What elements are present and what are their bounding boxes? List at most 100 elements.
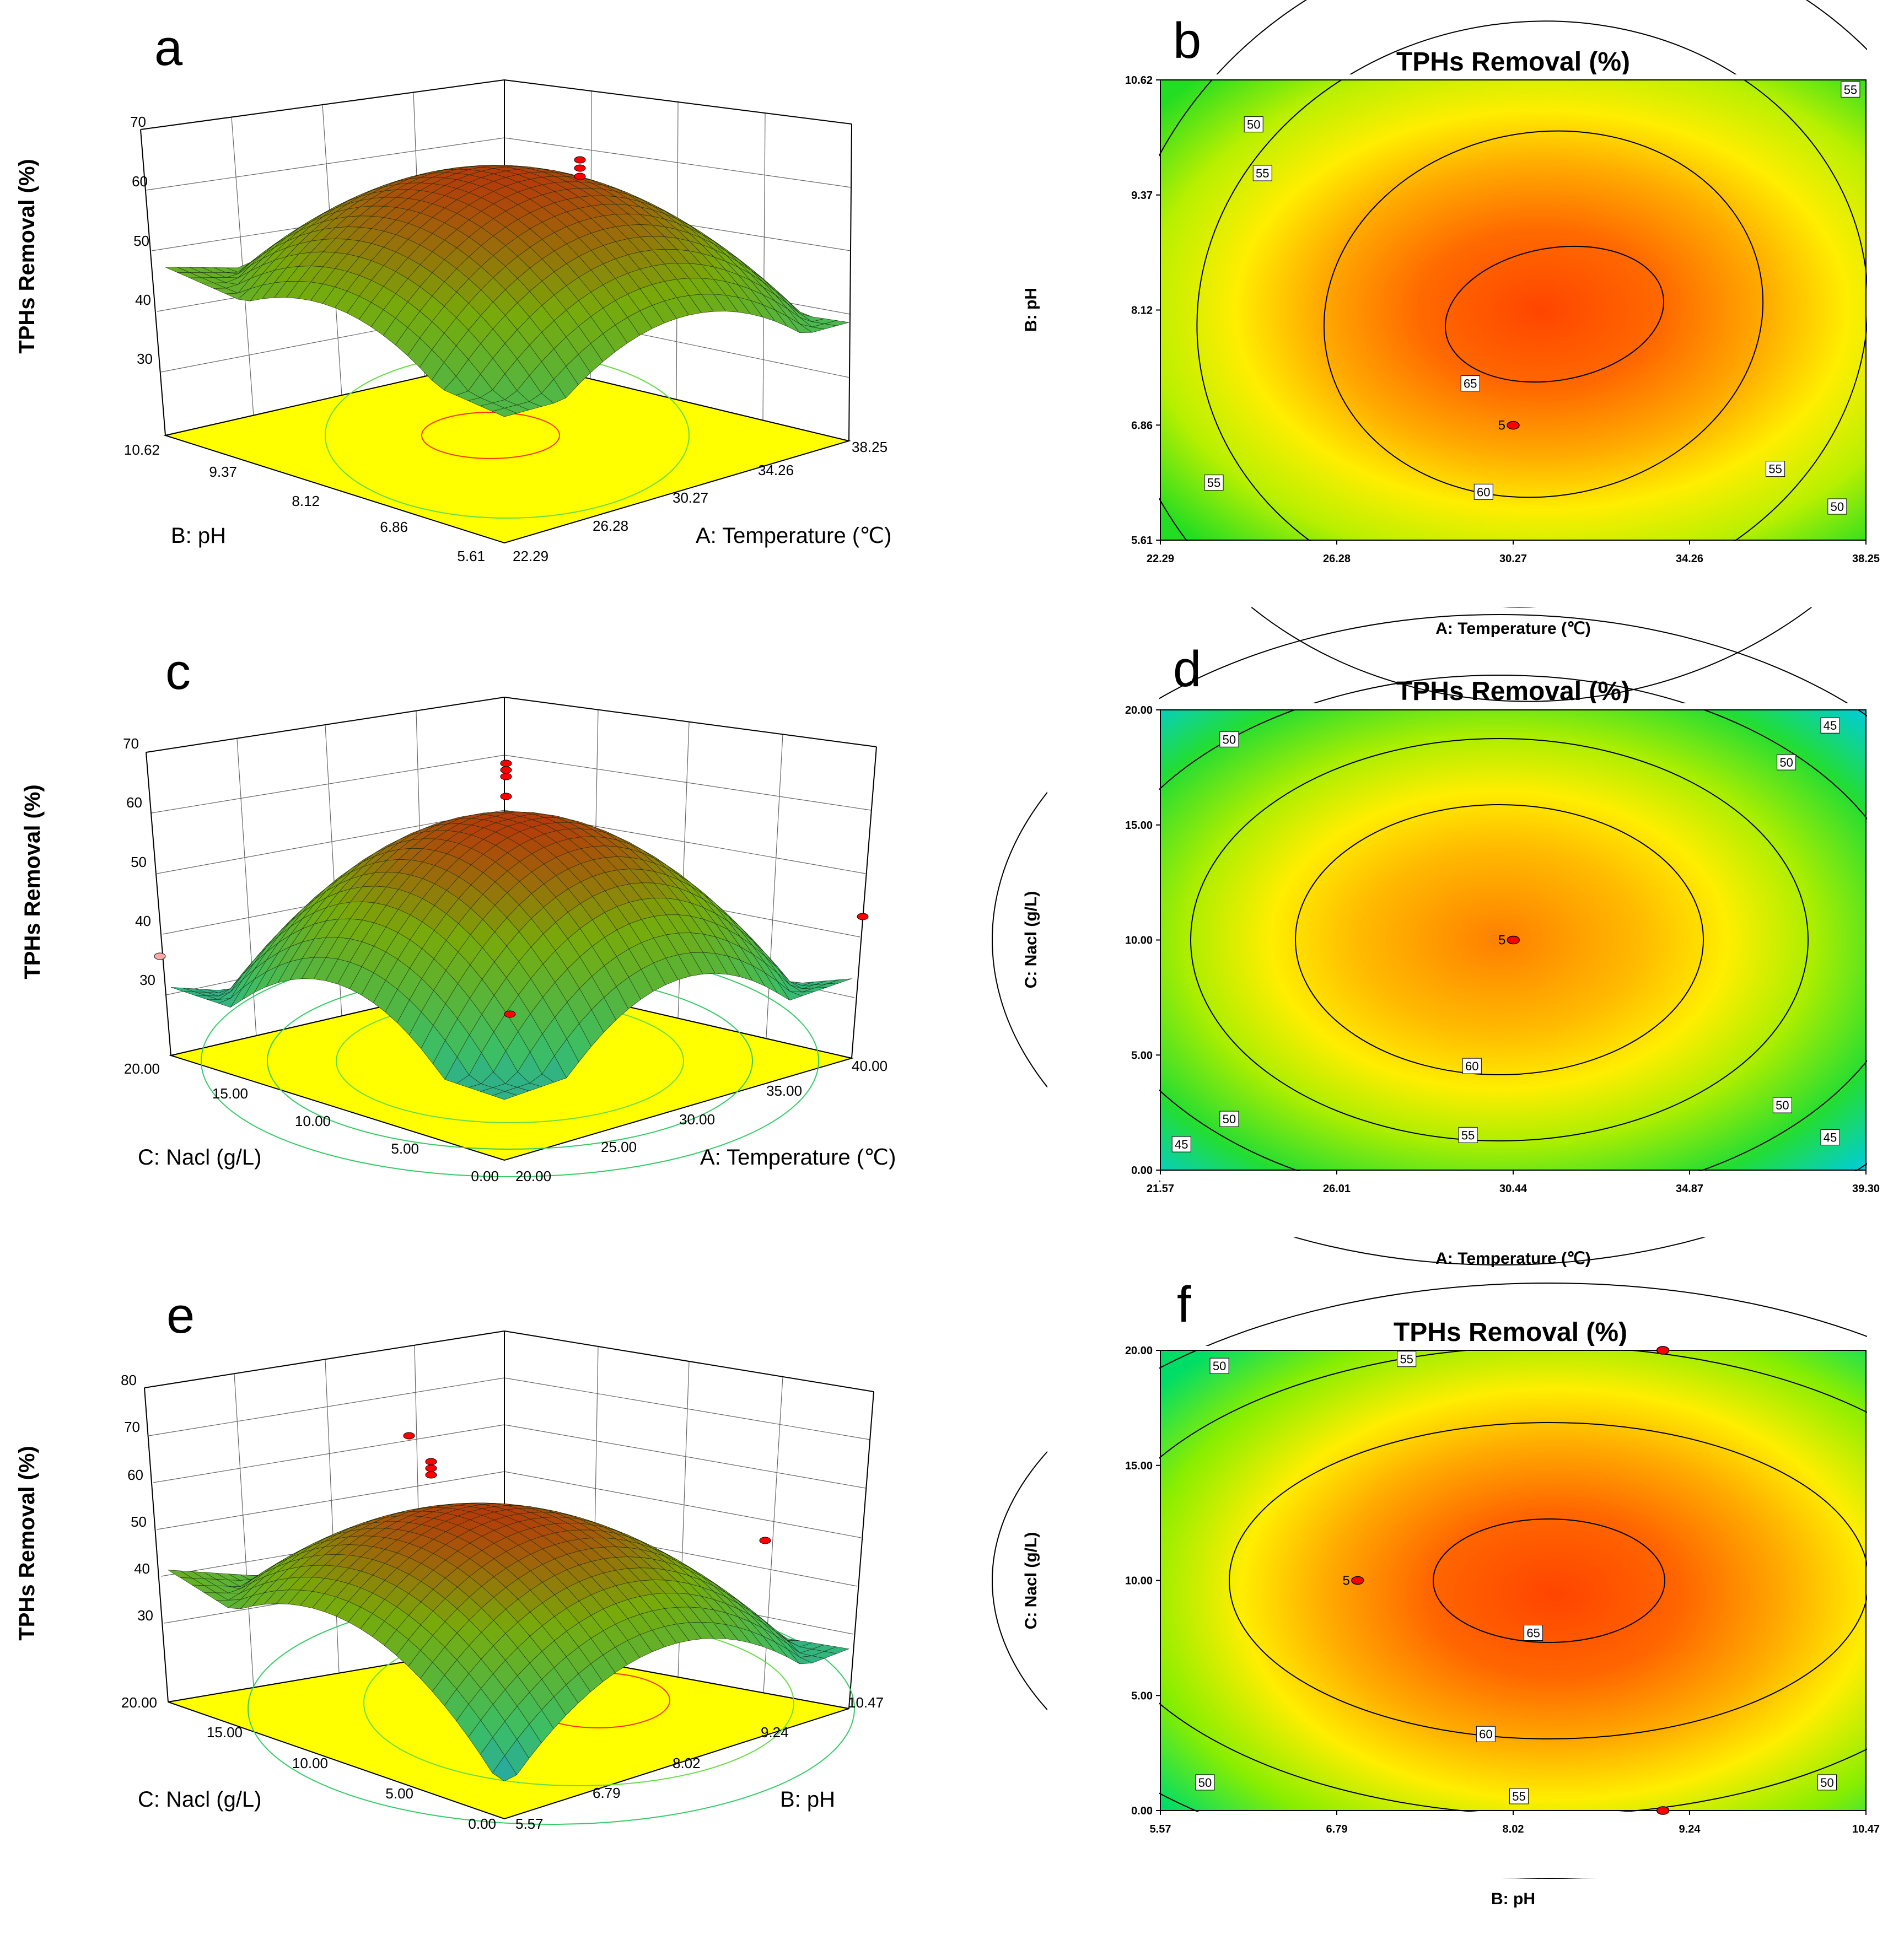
contour-65 [1433, 1518, 1665, 1643]
chart-title: TPHs Removal (%) [1396, 677, 1630, 706]
mask-bottom [1160, 541, 1877, 607]
contour-label-box [1827, 498, 1847, 515]
contour-labels-b: 50 55 55 65 60 55 55 50 [1204, 81, 1860, 515]
design-point [1507, 935, 1520, 945]
design-point [500, 759, 512, 767]
contour-label: 55 [1461, 1128, 1475, 1142]
design-point [154, 952, 166, 960]
y-tick-label: 5.00 [1131, 1690, 1153, 1702]
tick-labels: 5.57 6.79 8.02 9.24 10.47 0.00 5.00 10.00 15.00 2… [1125, 1345, 1880, 1835]
contour-label: 50 [1779, 756, 1793, 769]
design-point [1507, 421, 1520, 430]
y-tick-label: 6.86 [1131, 419, 1153, 432]
contour-label: 50 [1198, 1776, 1212, 1790]
design-point [425, 1458, 437, 1466]
surface-cell [492, 1755, 517, 1781]
x-tick-label: 34.87 [1676, 1183, 1703, 1195]
y-tick: 0.00 [471, 1168, 499, 1184]
contour-label: 50 [1831, 500, 1844, 514]
design-points-f: 5 [1343, 1346, 1670, 1815]
x-axis-label: A: Temperature (℃) [696, 524, 891, 548]
design-point [425, 1464, 437, 1472]
y-tick: 15.00 [207, 1724, 243, 1741]
panel-c: c [20, 644, 896, 1184]
contour-label-box [1460, 375, 1480, 392]
contour-label-box [1219, 731, 1239, 747]
contour-labels-d: 50 45 50 60 50 55 50 45 45 [1171, 717, 1840, 1152]
contour-label-box [1772, 1097, 1792, 1113]
mask-left [1047, 606, 1159, 1240]
contour-label: 60 [1477, 485, 1490, 499]
contour-label-box [1462, 1058, 1482, 1074]
contour-label-box [1252, 165, 1272, 181]
y-axis-label: C: Nacl (g/L) [1022, 1532, 1040, 1630]
y-tick-label: 0.00 [1131, 1805, 1153, 1817]
contour-label: 65 [1464, 377, 1477, 391]
contour-label: 45 [1175, 1138, 1188, 1151]
z-tick: 50 [131, 1513, 147, 1530]
y-axis-label: B: pH [171, 524, 226, 548]
contour-label: 50 [1223, 732, 1236, 746]
z-tick: 70 [123, 735, 139, 752]
y-tick-label: 5.61 [1131, 535, 1153, 547]
contour-label-box [1509, 1788, 1529, 1804]
design-point-count: 5 [1343, 1574, 1350, 1588]
contour-label-box [1204, 475, 1224, 491]
mask-right [1867, 606, 1904, 1240]
x-tick-label: 26.01 [1323, 1183, 1351, 1195]
x-tick-label: 38.25 [1852, 553, 1880, 565]
y-tick: 20.00 [121, 1694, 157, 1711]
y-axis-label: C: Nacl (g/L) [1022, 891, 1040, 989]
mask-top [1160, 1346, 1877, 1350]
design-point [857, 913, 869, 920]
mask-right [1867, 0, 1904, 606]
x-axis-label: A: Temperature (℃) [1435, 619, 1591, 638]
y-tick: 5.00 [385, 1785, 413, 1802]
contour-label-box [1766, 461, 1785, 477]
x-tick: 25.00 [601, 1139, 637, 1155]
x-tick: 8.02 [673, 1755, 701, 1771]
x-axis-label: B: pH [780, 1787, 835, 1812]
contour-label: 45 [1824, 719, 1837, 732]
y-tick-label: 15.00 [1125, 1460, 1153, 1472]
y-tick: 15.00 [212, 1085, 248, 1102]
y-tick-label: 0.00 [1131, 1165, 1153, 1177]
z-tick: 40 [135, 913, 151, 929]
z-axis-label: TPHs Removal (%) [15, 159, 39, 353]
contour-45 [992, 614, 1904, 1265]
x-tick: 35.00 [766, 1082, 802, 1099]
x-tick: 22.29 [513, 548, 548, 564]
contour-label: 50 [1247, 118, 1260, 132]
tick-labels: 21.57 26.01 30.44 34.87 39.30 0.00 5.00 10.00 15… [1125, 704, 1880, 1195]
x-axis-label: A: Temperature (℃) [1435, 1249, 1591, 1268]
z-tick: 60 [132, 173, 148, 190]
design-point [403, 1432, 415, 1440]
y-tick-label: 10.62 [1125, 74, 1153, 87]
panel-letter-b: b [1173, 13, 1201, 69]
x-tick: 38.25 [852, 439, 888, 455]
contour-label: 55 [1400, 1353, 1413, 1366]
contour-60 [1295, 804, 1704, 1075]
x-tick-label: 21.57 [1147, 1183, 1174, 1195]
x-tick-label: 10.47 [1852, 1823, 1880, 1835]
y-tick: 6.86 [380, 519, 408, 535]
contour-label: 50 [1776, 1098, 1789, 1112]
design-point [500, 793, 512, 800]
panel-letter-e: e [166, 1287, 195, 1344]
y-tick-label: 10.00 [1125, 1575, 1153, 1587]
y-tick: 10.00 [295, 1113, 331, 1129]
contour-label: 50 [1223, 1112, 1236, 1126]
design-point [504, 1010, 516, 1018]
x-tick: 5.57 [515, 1816, 544, 1832]
z-tick: 70 [124, 1419, 140, 1435]
contour-65 [1444, 245, 1665, 383]
x-tick: 30.27 [673, 489, 708, 506]
contour-label-box [1397, 1351, 1417, 1367]
response-surface [170, 811, 852, 1100]
x-tick-label: 34.26 [1676, 553, 1703, 565]
design-point [574, 164, 586, 172]
y-tick-label: 9.37 [1131, 190, 1153, 202]
y-tick: 5.61 [457, 548, 485, 564]
z-tick: 30 [137, 1607, 153, 1624]
contour-60 [1323, 130, 1764, 498]
